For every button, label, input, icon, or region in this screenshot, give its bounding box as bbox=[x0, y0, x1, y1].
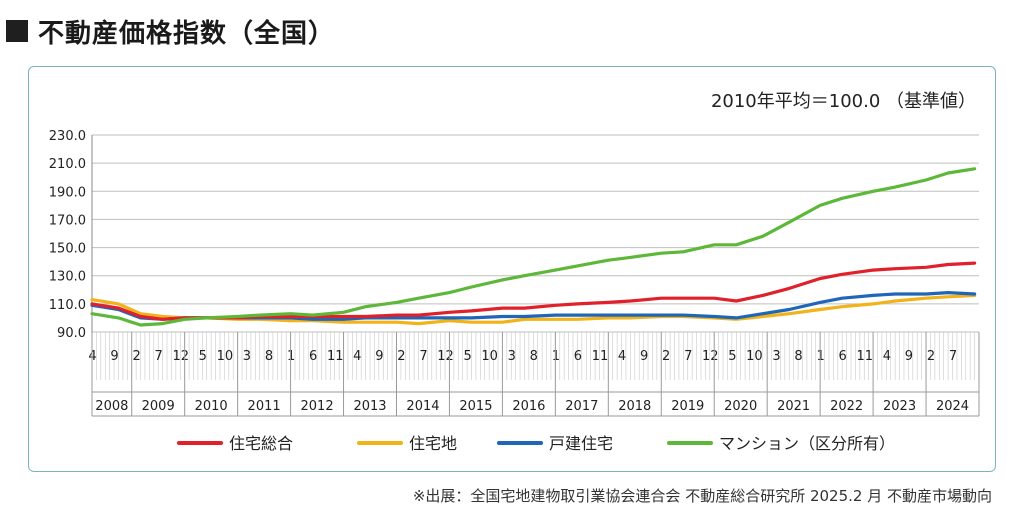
x-month-label: 12 bbox=[702, 349, 719, 364]
x-year-label: 2014 bbox=[406, 399, 439, 414]
x-year-label: 2008 bbox=[95, 399, 128, 414]
x-month-label: 2 bbox=[662, 349, 670, 364]
x-month-label: 11 bbox=[856, 349, 873, 364]
x-month-label: 4 bbox=[353, 349, 361, 364]
y-tick-label: 170.0 bbox=[49, 213, 86, 228]
legend-label: 住宅地 bbox=[409, 434, 457, 453]
page-title: 不動産価格指数（全国） bbox=[38, 18, 336, 49]
x-month-label: 6 bbox=[309, 349, 317, 364]
x-year-label: 2017 bbox=[565, 399, 598, 414]
source-note: ※出展：全国宅地建物取引業協会連合会 不動産総合研究所 2025.2 月 不動産… bbox=[412, 487, 992, 505]
chart-panel: 2010年平均＝100.0 （基準値） 230.0 210.0 190.0 170.0 1… bbox=[28, 66, 996, 472]
x-year-label: 2020 bbox=[724, 399, 757, 414]
x-year-label: 2013 bbox=[353, 399, 386, 414]
x-month-label: 2 bbox=[132, 349, 140, 364]
title-square-icon bbox=[6, 20, 28, 42]
x-year-label: 2023 bbox=[883, 399, 916, 414]
x-month-label: 6 bbox=[574, 349, 582, 364]
x-month-label: 9 bbox=[640, 349, 648, 364]
x-month-label: 7 bbox=[684, 349, 692, 364]
x-month-label: 8 bbox=[265, 349, 273, 364]
x-month-label: 7 bbox=[949, 349, 957, 364]
x-year-label: 2010 bbox=[195, 399, 228, 414]
x-month-label: 9 bbox=[905, 349, 913, 364]
series-line-0 bbox=[90, 261, 977, 321]
x-year-label: 2022 bbox=[830, 399, 863, 414]
x-month-label: 8 bbox=[530, 349, 538, 364]
y-tick-label: 90.0 bbox=[57, 326, 86, 341]
y-tick-label: 210.0 bbox=[49, 157, 86, 172]
x-year-label: 2012 bbox=[301, 399, 334, 414]
legend-label: 戸建住宅 bbox=[549, 434, 613, 453]
series-line-3 bbox=[90, 167, 977, 327]
x-month-label: 10 bbox=[217, 349, 234, 364]
x-month-label: 5 bbox=[199, 349, 207, 364]
x-year-label: 2016 bbox=[512, 399, 545, 414]
x-month-label: 4 bbox=[618, 349, 626, 364]
x-month-label: 11 bbox=[327, 349, 344, 364]
x-month-label: 6 bbox=[839, 349, 847, 364]
x-month-label: 3 bbox=[772, 349, 780, 364]
x-month-label: 12 bbox=[172, 349, 189, 364]
x-month-label: 10 bbox=[746, 349, 763, 364]
x-month-label: 12 bbox=[437, 349, 454, 364]
legend-label: マンション（区分所有） bbox=[719, 434, 895, 453]
y-tick-label: 110.0 bbox=[49, 298, 86, 313]
x-month-label: 10 bbox=[481, 349, 498, 364]
x-month-label: 7 bbox=[419, 349, 427, 364]
y-tick-label: 130.0 bbox=[49, 270, 86, 285]
x-year-label: 2011 bbox=[248, 399, 281, 414]
header: 不動産価格指数（全国） bbox=[6, 14, 336, 49]
x-month-label: 8 bbox=[794, 349, 802, 364]
x-year-label: 2009 bbox=[142, 399, 175, 414]
x-month-label: 3 bbox=[508, 349, 516, 364]
x-month-label: 3 bbox=[243, 349, 251, 364]
y-tick-label: 150.0 bbox=[49, 242, 86, 257]
x-month-label: 9 bbox=[110, 349, 118, 364]
x-month-label: 4 bbox=[883, 349, 891, 364]
x-month-label: 2 bbox=[397, 349, 405, 364]
y-tick-label: 190.0 bbox=[49, 185, 86, 200]
x-year-label: 2015 bbox=[459, 399, 492, 414]
x-year-label: 2021 bbox=[777, 399, 810, 414]
x-month-label: 11 bbox=[592, 349, 609, 364]
x-year-label: 2018 bbox=[618, 399, 651, 414]
y-tick-label: 230.0 bbox=[49, 129, 86, 144]
line-chart: 2010年平均＝100.0 （基準値） 230.0 210.0 190.0 170.0 1… bbox=[49, 91, 980, 453]
x-year-label: 2024 bbox=[936, 399, 969, 414]
x-month-label: 2 bbox=[927, 349, 935, 364]
x-month-label: 9 bbox=[375, 349, 383, 364]
x-year-label: 2019 bbox=[671, 399, 704, 414]
x-month-label: 5 bbox=[728, 349, 736, 364]
base-note: 2010年平均＝100.0 （基準値） bbox=[711, 91, 976, 112]
x-month-label: 7 bbox=[155, 349, 163, 364]
x-month-label: 5 bbox=[463, 349, 471, 364]
legend-label: 住宅総合 bbox=[229, 434, 293, 453]
